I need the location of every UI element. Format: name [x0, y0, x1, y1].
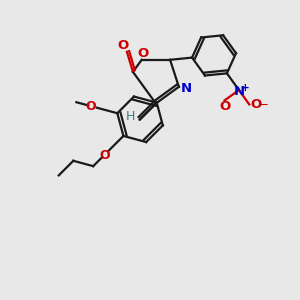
Text: O: O [250, 98, 261, 111]
Text: N: N [181, 82, 192, 95]
Text: O: O [86, 100, 97, 113]
Text: O: O [117, 39, 129, 52]
Text: O: O [137, 47, 149, 60]
Text: O: O [99, 148, 110, 162]
Text: O: O [219, 100, 230, 113]
Text: −: − [259, 98, 269, 111]
Text: N: N [234, 85, 245, 98]
Text: +: + [241, 83, 250, 93]
Text: H: H [126, 110, 136, 123]
